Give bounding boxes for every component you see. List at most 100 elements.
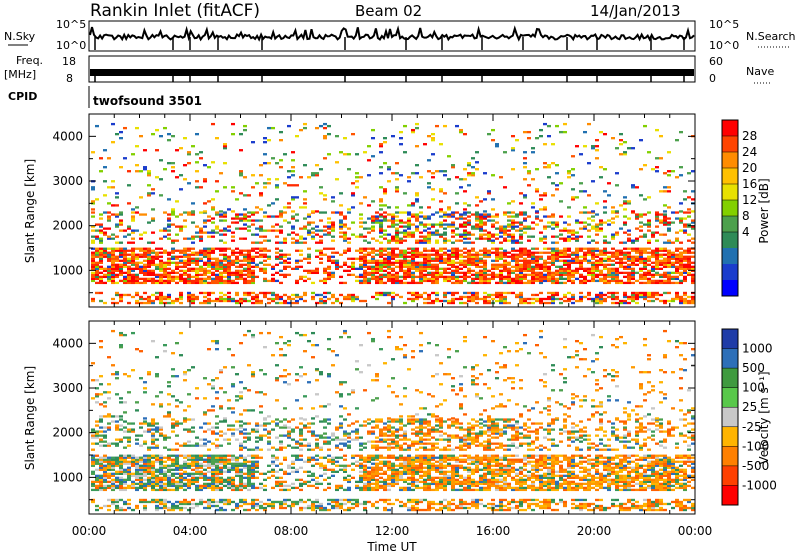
range-gate-cell	[235, 474, 239, 477]
range-gate-cell	[143, 420, 147, 423]
range-gate-cell	[559, 255, 563, 258]
range-gate-cell	[411, 213, 415, 216]
range-gate-cell	[499, 251, 503, 254]
range-gate-cell	[235, 395, 239, 398]
range-gate-cell	[207, 464, 211, 467]
range-gate-cell	[619, 261, 623, 264]
range-gate-cell	[279, 231, 283, 234]
range-gate-cell	[579, 281, 583, 285]
range-gate-cell	[547, 291, 551, 295]
range-gate-cell	[487, 255, 491, 258]
range-gate-cell	[551, 227, 555, 230]
range-gate-cell	[523, 267, 527, 270]
range-gate-cell	[683, 190, 687, 193]
range-gate-cell	[211, 247, 215, 250]
range-gate-cell	[263, 506, 267, 510]
range-gate-cell	[563, 299, 567, 303]
range-gate-cell	[187, 500, 191, 504]
range-gate-cell	[399, 265, 403, 268]
range-gate-cell	[555, 277, 559, 281]
range-gate-cell	[455, 265, 459, 268]
range-gate-cell	[203, 411, 207, 414]
range-gate-cell	[99, 476, 103, 480]
range-gate-cell	[243, 484, 247, 488]
range-gate-cell	[535, 267, 539, 270]
range-gate-cell	[115, 478, 119, 482]
range-gate-cell	[655, 257, 659, 260]
range-gate-cell	[431, 279, 435, 283]
range-gate-cell	[251, 470, 255, 473]
range-gate-cell	[247, 229, 251, 232]
range-gate-cell	[547, 215, 551, 218]
range-gate-cell	[131, 480, 135, 484]
range-gate-cell	[643, 277, 647, 281]
range-gate-cell	[107, 269, 111, 273]
range-gate-cell	[411, 279, 415, 283]
range-gate-cell	[91, 482, 95, 486]
range-gate-cell	[247, 261, 251, 264]
range-gate-cell	[147, 301, 151, 305]
range-gate-cell	[263, 263, 267, 266]
range-gate-cell	[267, 239, 271, 242]
range-gate-cell	[123, 458, 127, 461]
range-gate-cell	[619, 279, 623, 283]
range-gate-cell	[99, 265, 103, 268]
range-gate-cell	[271, 297, 275, 301]
range-gate-cell	[175, 255, 179, 258]
range-gate-cell	[487, 219, 491, 222]
range-gate-cell	[123, 271, 127, 275]
range-gate-cell	[247, 476, 251, 480]
range-gate-cell	[247, 460, 251, 463]
range-gate-cell	[491, 293, 495, 297]
range-gate-cell	[247, 275, 251, 279]
range-gate-cell	[467, 215, 471, 218]
range-gate-cell	[479, 215, 483, 218]
range-gate-cell	[543, 241, 547, 244]
range-gate-cell	[159, 259, 163, 262]
range-gate-cell	[247, 257, 251, 260]
range-gate-cell	[387, 257, 391, 260]
range-gate-cell	[603, 279, 607, 283]
range-gate-cell	[555, 221, 559, 224]
range-gate-cell	[323, 279, 327, 283]
range-gate-cell	[135, 277, 139, 281]
range-gate-cell	[615, 261, 619, 264]
range-gate-cell	[207, 301, 211, 305]
nave-tick-top: 60	[709, 55, 723, 68]
range-gate-cell	[127, 470, 131, 473]
range-gate-cell	[255, 486, 259, 490]
range-gate-cell	[503, 301, 507, 305]
range-gate-cell	[111, 265, 115, 268]
range-gate-cell	[511, 281, 515, 285]
range-gate-cell	[375, 263, 379, 266]
range-gate-cell	[239, 249, 243, 252]
range-gate-cell	[231, 239, 235, 242]
range-gate-cell	[119, 251, 123, 254]
range-gate-cell	[251, 474, 255, 477]
range-gate-cell	[439, 261, 443, 264]
range-gate-cell	[343, 217, 347, 220]
range-gate-cell	[215, 454, 219, 457]
range-gate-cell	[435, 269, 439, 273]
range-gate-cell	[159, 428, 163, 431]
range-gate-cell	[171, 251, 175, 254]
range-gate-cell	[207, 484, 211, 488]
range-gate-cell	[163, 126, 167, 130]
range-gate-cell	[603, 249, 607, 252]
range-gate-cell	[671, 281, 675, 285]
range-gate-cell	[671, 211, 675, 214]
range-gate-cell	[255, 448, 259, 451]
range-gate-cell	[319, 186, 323, 189]
range-gate-cell	[391, 172, 395, 175]
range-gate-cell	[119, 229, 123, 232]
range-gate-cell	[107, 271, 111, 275]
range-gate-cell	[231, 500, 235, 504]
range-gate-cell	[615, 233, 619, 236]
range-gate-cell	[515, 249, 519, 252]
range-gate-cell	[615, 267, 619, 270]
range-gate-cell	[415, 239, 419, 242]
range-gate-cell	[115, 281, 119, 285]
range-gate-cell	[123, 460, 127, 463]
range-gate-cell	[623, 295, 627, 299]
range-gate-cell	[507, 277, 511, 281]
